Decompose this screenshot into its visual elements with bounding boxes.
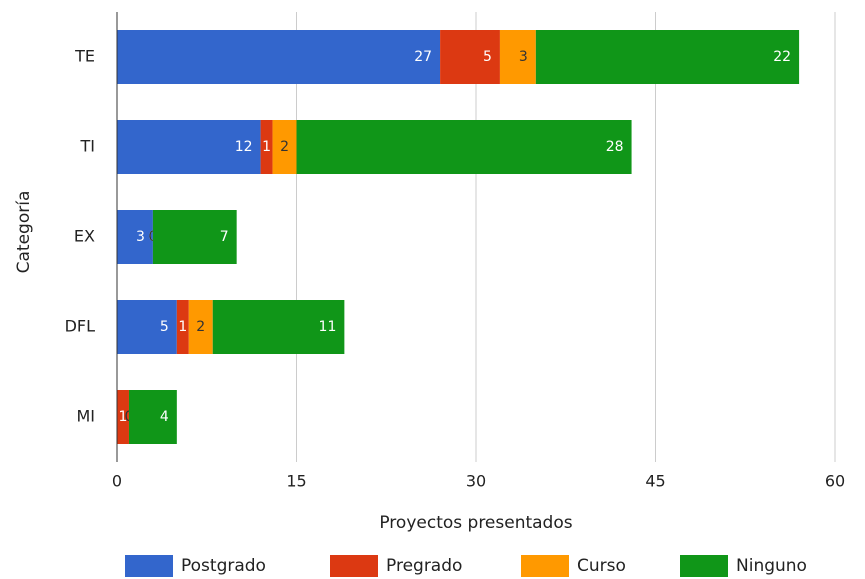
data-label: 27 — [414, 49, 432, 65]
data-label: 12 — [235, 139, 253, 155]
legend-swatch — [125, 555, 173, 577]
x-tick-label: 30 — [466, 472, 486, 491]
bar-segment — [117, 300, 177, 354]
bar-segment — [117, 390, 129, 444]
data-label: 7 — [220, 229, 229, 245]
y-tick-label: TE — [74, 47, 95, 66]
legend-swatch — [521, 555, 569, 577]
bar-segment — [117, 210, 153, 264]
y-tick-label: EX — [74, 227, 95, 246]
bar-segment — [176, 300, 189, 354]
bar-segment — [272, 120, 297, 174]
y-axis-label: Categoría — [14, 191, 34, 274]
data-label: 4 — [160, 409, 169, 425]
y-tick-label: TI — [80, 137, 96, 156]
legend-label: Ninguno — [736, 556, 807, 576]
bar-segment — [440, 30, 500, 84]
bar-segment — [260, 120, 273, 174]
data-label: 28 — [606, 139, 624, 155]
data-label: 3 — [136, 229, 145, 245]
bar-segment — [188, 300, 213, 354]
bar-segment — [128, 390, 177, 444]
bar-segment — [535, 30, 800, 84]
legend-label: Curso — [577, 556, 626, 576]
data-label: 5 — [483, 49, 492, 65]
data-label: 2 — [280, 139, 289, 155]
bar-segment — [499, 30, 536, 84]
data-label: 5 — [160, 319, 169, 335]
x-tick-label: 15 — [286, 472, 306, 491]
bar-segment — [212, 300, 345, 354]
x-tick-label: 60 — [825, 472, 845, 491]
x-tick-label: 45 — [645, 472, 665, 491]
bar-segment — [117, 30, 441, 84]
legend-label: Pregrado — [386, 556, 462, 576]
data-label: 2 — [196, 319, 205, 335]
legend-label: Postgrado — [181, 556, 266, 576]
x-tick-label: 0 — [112, 472, 122, 491]
data-label: 22 — [773, 49, 791, 65]
y-tick-label: DFL — [65, 317, 96, 336]
bar-segment — [152, 210, 237, 264]
x-axis-label: Proyectos presentados — [379, 513, 572, 533]
data-label: 1 — [178, 319, 187, 335]
data-label: 1 — [262, 139, 271, 155]
data-label: 3 — [519, 49, 528, 65]
legend-swatch — [680, 555, 728, 577]
bar-segment — [296, 120, 632, 174]
y-tick-label: MI — [76, 407, 95, 426]
data-label: 11 — [319, 319, 337, 335]
data-label: 1 — [119, 409, 128, 425]
legend-swatch — [330, 555, 378, 577]
bar-segment — [117, 120, 261, 174]
